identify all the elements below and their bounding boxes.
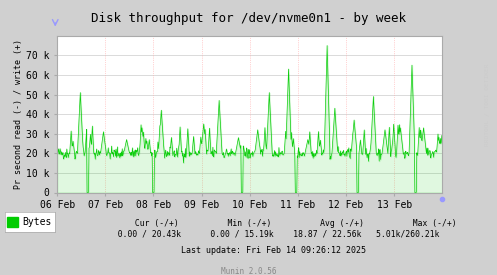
Text: Disk throughput for /dev/nvme0n1 - by week: Disk throughput for /dev/nvme0n1 - by we… — [91, 12, 406, 25]
Text: Cur (-/+)          Min (-/+)          Avg (-/+)          Max (-/+): Cur (-/+) Min (-/+) Avg (-/+) Max (-/+) — [90, 219, 456, 228]
Text: Bytes: Bytes — [22, 217, 52, 227]
Y-axis label: Pr second read (-) / write (+): Pr second read (-) / write (+) — [14, 39, 23, 189]
Text: Last update: Fri Feb 14 09:26:12 2025: Last update: Fri Feb 14 09:26:12 2025 — [181, 246, 366, 255]
Text: Munin 2.0.56: Munin 2.0.56 — [221, 267, 276, 275]
Text: 0.00 / 20.43k      0.00 / 15.19k    18.87 / 22.56k   5.01k/260.21k: 0.00 / 20.43k 0.00 / 15.19k 18.87 / 22.5… — [107, 230, 439, 239]
Bar — [7, 217, 18, 227]
Text: RRDTOOL / TOBI OETIKER: RRDTOOL / TOBI OETIKER — [485, 63, 490, 146]
